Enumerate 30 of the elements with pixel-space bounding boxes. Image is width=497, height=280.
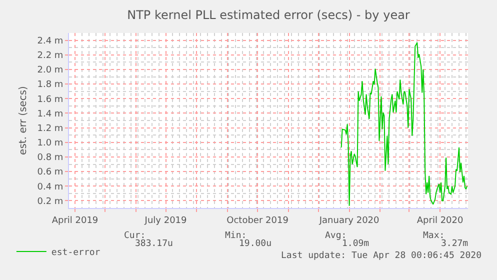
y-tick-label: 1.2 m — [37, 124, 64, 134]
line-series — [340, 42, 468, 206]
x-tick-label: April 2020 — [416, 216, 464, 226]
y-tick-label: 2.2 m — [37, 51, 64, 62]
y-tick-label: 0.8 m — [37, 153, 64, 164]
text: Max: — [423, 231, 445, 241]
text: Avg: — [325, 231, 347, 241]
legend-label: est-error — [51, 248, 101, 258]
text: Min: — [225, 231, 247, 241]
text: 19.00u — [239, 239, 272, 249]
y-tick-label: 1.8 m — [37, 80, 64, 90]
text: 383.17u — [135, 239, 173, 249]
y-tick-label: 1.6 m — [37, 94, 64, 105]
chart-title: NTP kernel PLL estimated error (secs) - by year — [127, 8, 410, 22]
text: Cur: — [124, 231, 146, 241]
y-tick-label: 2.0 m — [37, 66, 64, 76]
y-tick-label: 0.2 m — [37, 196, 64, 207]
y-tick-label: 2.4 m — [37, 36, 64, 46]
x-tick-label: January 2020 — [318, 216, 380, 226]
x-tick-label: July 2019 — [144, 216, 188, 226]
y-tick-label: 1.4 m — [37, 109, 64, 120]
y-tick-label: 0.6 m — [37, 168, 64, 178]
text: Last update: Tue Apr 28 00:06:45 2020 — [281, 251, 482, 261]
y-tick-label: 0.4 m — [37, 182, 64, 192]
x-tick-label: April 2019 — [52, 216, 98, 226]
y-axis-title: est. err (secs) — [18, 86, 30, 155]
x-tick-label: October 2019 — [226, 216, 289, 226]
text: 1.09m — [342, 239, 370, 249]
text: 3.27m — [441, 239, 468, 249]
y-tick-label: 1.0 m — [37, 138, 64, 149]
